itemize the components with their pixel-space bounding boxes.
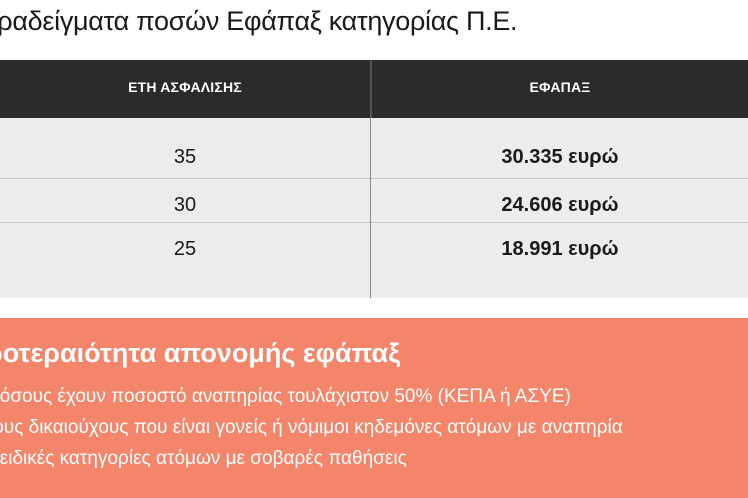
priority-title: ροτεραιότητα απονομής εφάπαξ — [0, 338, 401, 368]
priority-item: τους δικαιούχους που είναι γονείς ή νόμι… — [0, 417, 623, 438]
table-row: 30 24.606 ευρώ — [0, 186, 748, 226]
years-cell: 30 — [173, 194, 197, 216]
section-gap — [0, 298, 748, 318]
amount-cell: 18.991 ευρώ — [501, 238, 619, 260]
table-body: 35 30.335 ευρώ 30 24.606 ευρώ 25 18.991 … — [0, 118, 748, 298]
table-row: 25 18.991 ευρώ — [0, 230, 748, 270]
amount-cell: 24.606 ευρώ — [501, 194, 619, 216]
row-separator — [0, 178, 748, 179]
column-divider — [370, 118, 371, 298]
header-lump-sum: ΕΦΑΠΑΞ — [529, 79, 591, 95]
page-title: αραδείγματα ποσών Εφάπαξ κατηγορίας Π.Ε. — [0, 6, 518, 36]
amount-cell: 30.335 ευρώ — [501, 146, 619, 168]
priority-panel: ροτεραιότητα απονομής εφάπαξ ε όσους έχο… — [0, 318, 748, 498]
table-row: 35 30.335 ευρώ — [0, 138, 748, 178]
years-cell: 25 — [173, 238, 197, 260]
header-years: ΕΤΗ ΑΣΦΑΛΙΣΗΣ — [128, 79, 242, 95]
table-header: ΕΤΗ ΑΣΦΑΛΙΣΗΣ ΕΦΑΠΑΞ — [0, 60, 748, 118]
priority-item: ε ειδικές κατηγορίες ατόμων με σοβαρές π… — [0, 448, 407, 469]
title-bar: αραδείγματα ποσών Εφάπαξ κατηγορίας Π.Ε. — [0, 0, 748, 60]
row-separator — [0, 222, 748, 223]
header-divider — [370, 60, 372, 118]
years-cell: 35 — [173, 146, 197, 168]
priority-item: ε όσους έχουν ποσοστό αναπηρίας τουλάχισ… — [0, 386, 571, 407]
